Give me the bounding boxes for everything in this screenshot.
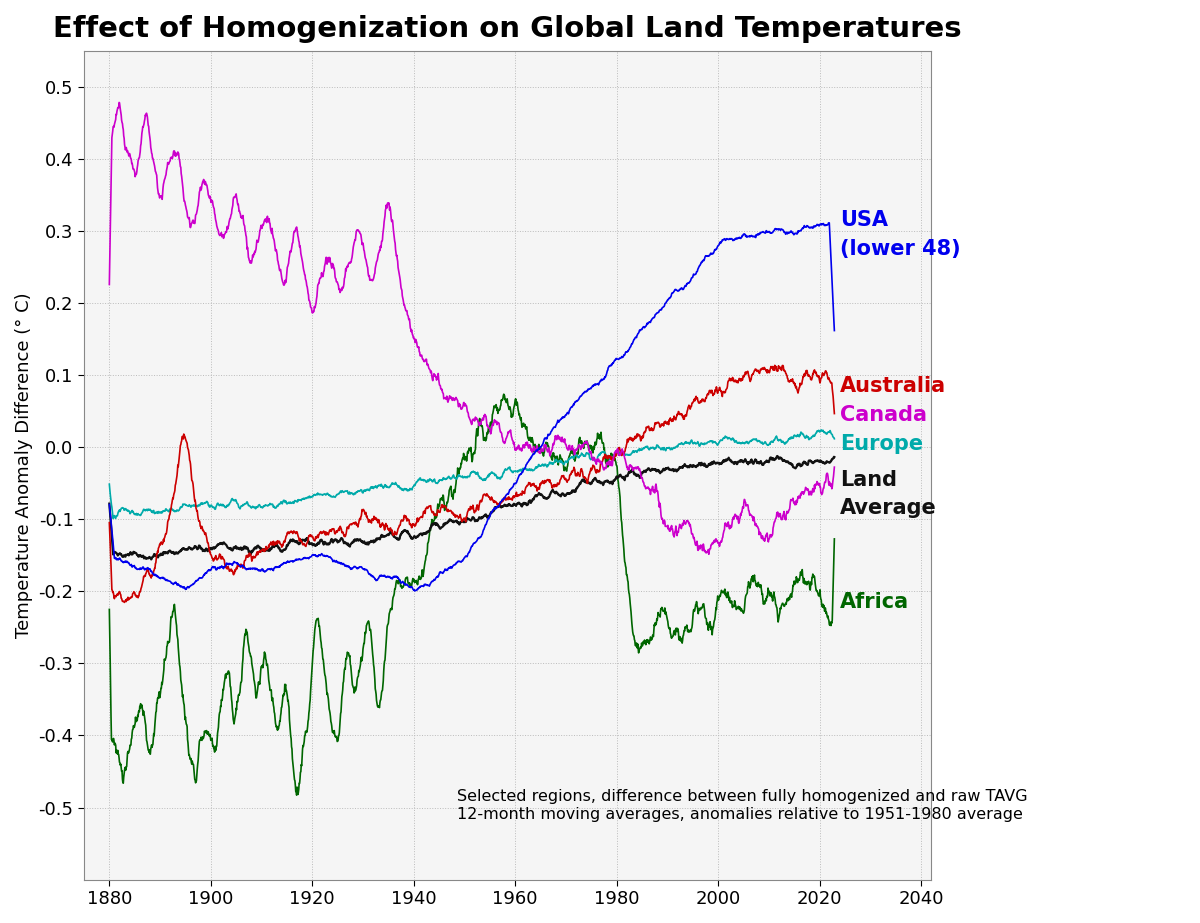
Text: Australia: Australia: [840, 376, 946, 396]
Text: Land: Land: [840, 470, 896, 489]
Text: Selected regions, difference between fully homogenized and raw TAVG
12-month mov: Selected regions, difference between ful…: [457, 789, 1027, 821]
Text: (lower 48): (lower 48): [840, 239, 960, 259]
Text: Canada: Canada: [840, 405, 926, 425]
Title: Effect of Homogenization on Global Land Temperatures: Effect of Homogenization on Global Land …: [53, 15, 962, 43]
Text: Average: Average: [840, 498, 937, 519]
Y-axis label: Temperature Anomaly Difference (° C): Temperature Anomaly Difference (° C): [14, 293, 34, 638]
Text: USA: USA: [840, 210, 888, 230]
Text: Africa: Africa: [840, 593, 908, 612]
Text: Europe: Europe: [840, 434, 923, 453]
